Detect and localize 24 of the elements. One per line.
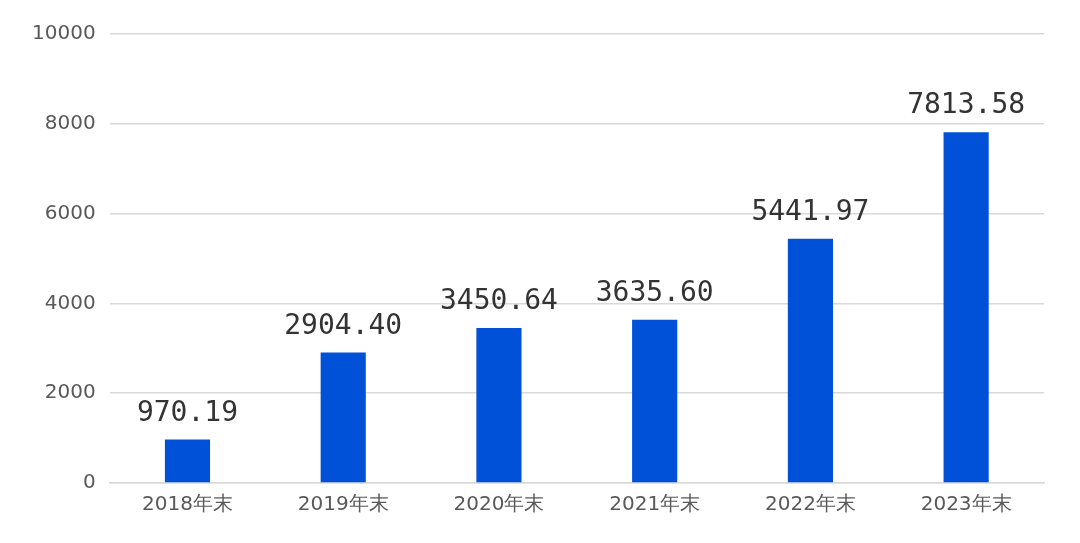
x-tick-label: 2020年末 (453, 491, 545, 516)
bar (943, 132, 989, 483)
data-label: 5441.97 (751, 193, 870, 227)
data-label: 2904.40 (284, 307, 403, 341)
x-tick-label: 2022年末 (764, 491, 856, 516)
x-tick-label: 2018年末 (142, 491, 233, 516)
bar (164, 439, 211, 483)
bar (476, 328, 522, 483)
bar (320, 352, 366, 483)
x-tick-label: 2021年末 (609, 491, 701, 516)
y-tick-label: 2000 (44, 379, 96, 404)
x-tick-label: 2019年末 (297, 491, 389, 516)
y-tick-label: 10000 (32, 20, 96, 45)
y-tick-label: 6000 (44, 199, 96, 224)
data-label: 3450.64 (439, 283, 558, 317)
y-tick-label: 0 (82, 469, 96, 494)
data-label: 3635.60 (595, 275, 714, 309)
x-tick-label: 2023年末 (920, 491, 1012, 516)
bar (787, 238, 833, 483)
y-tick-label: 4000 (44, 289, 96, 314)
y-tick-label: 8000 (44, 110, 96, 134)
data-label: 7813.58 (907, 87, 1026, 121)
bar (632, 319, 678, 483)
data-label: 970.19 (136, 394, 239, 428)
